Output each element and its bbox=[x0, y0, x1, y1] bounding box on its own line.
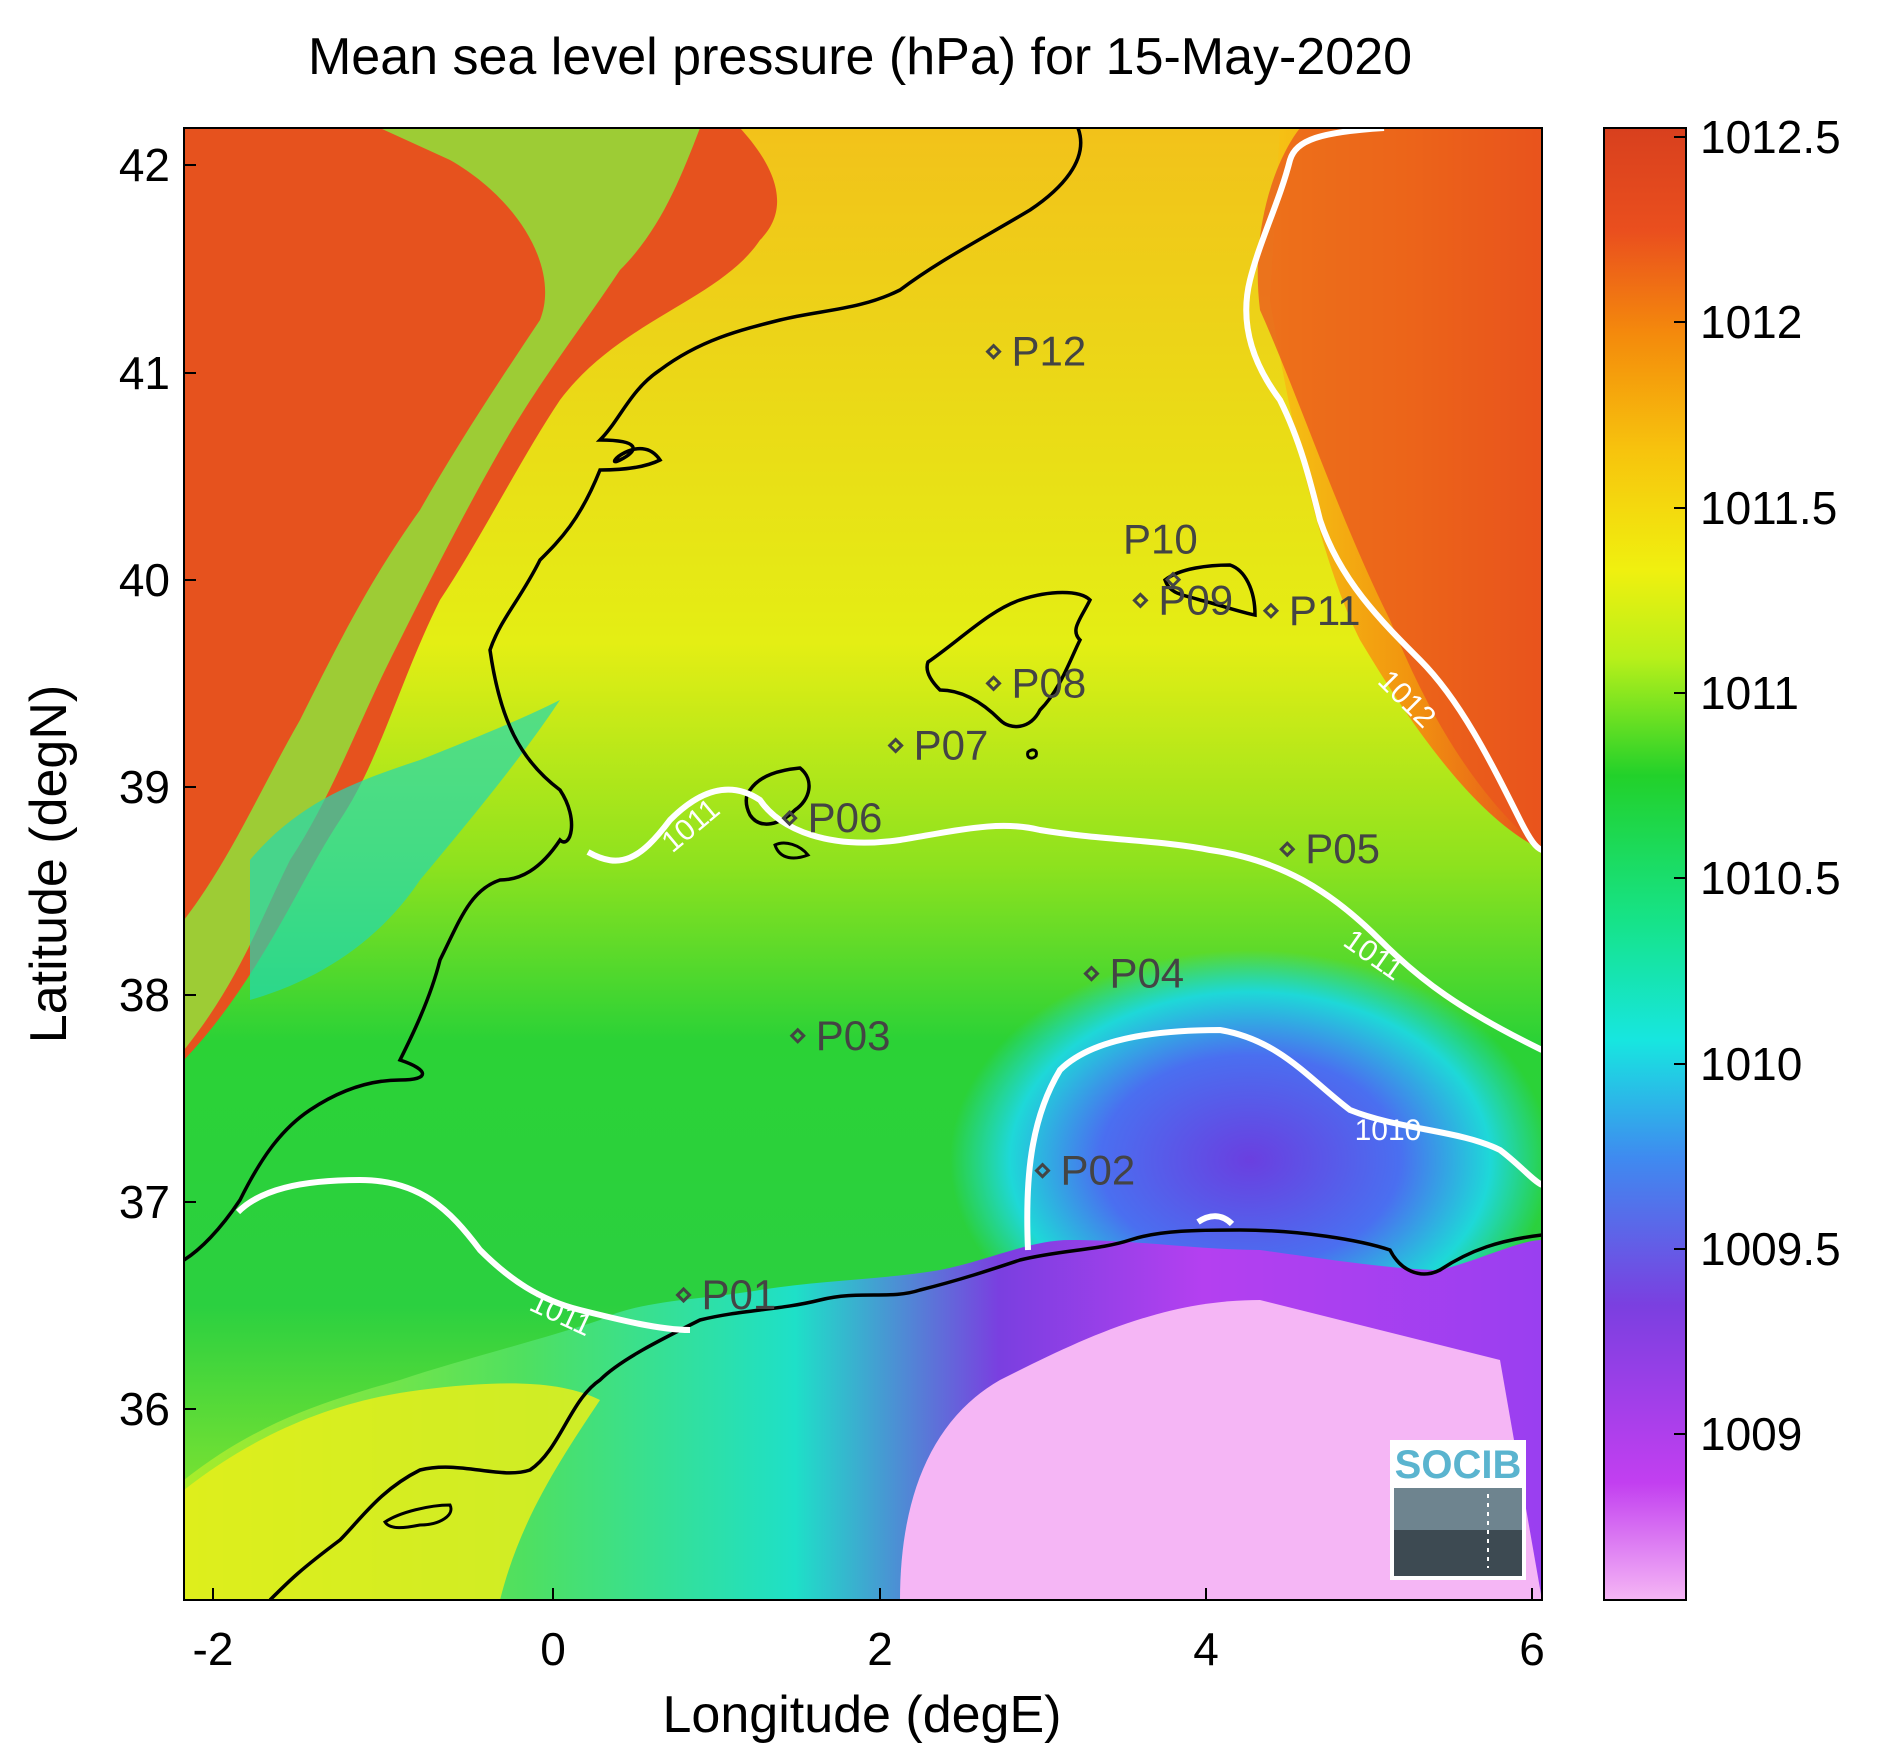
africa-west-yellow bbox=[184, 1383, 600, 1600]
contour-1011-south bbox=[235, 1176, 691, 1333]
colorbar-tick-label: 1010.5 bbox=[1700, 852, 1841, 904]
africa-coastline bbox=[268, 1228, 1542, 1600]
station-marker-p06 bbox=[781, 809, 798, 827]
x-axis-label: Longitude (degE) bbox=[663, 1686, 1062, 1744]
station-label-p04: P04 bbox=[1109, 950, 1184, 997]
mallorca-coastline bbox=[925, 590, 1093, 729]
iberia-coastline bbox=[184, 128, 1083, 1262]
alboran-island bbox=[382, 1503, 453, 1530]
colorbar: 1012.5 1012 1011.5 1011 1010.5 1010 1009… bbox=[1603, 111, 1841, 1601]
colorbar-tick-label: 1009.5 bbox=[1700, 1223, 1841, 1275]
station-marker-p12 bbox=[985, 343, 1002, 360]
station-marker-p01 bbox=[675, 1286, 692, 1304]
colorbar-tick-label: 1011.5 bbox=[1700, 482, 1837, 534]
contour-1010-coast-fragment bbox=[1196, 1213, 1235, 1227]
contour-label-1010: 1010 bbox=[1355, 1114, 1422, 1147]
contour-1012 bbox=[1243, 128, 1542, 853]
station-marker-p03 bbox=[789, 1027, 806, 1044]
colorbar-tick-label: 1012 bbox=[1700, 296, 1802, 348]
socib-logo: SOCIB bbox=[1390, 1440, 1526, 1580]
chart-title: Mean sea level pressure (hPa) for 15-May… bbox=[308, 28, 1412, 86]
africa-pink-core bbox=[900, 1300, 1542, 1600]
cabrera-island bbox=[1026, 748, 1038, 760]
x-tick-label: 2 bbox=[867, 1623, 893, 1675]
colorbar-tick-label: 1011 bbox=[1700, 667, 1799, 719]
y-tick-label: 38 bbox=[119, 969, 170, 1021]
y-tick-label: 37 bbox=[119, 1176, 170, 1228]
station-label-p08: P08 bbox=[1012, 659, 1087, 706]
y-tick-label: 41 bbox=[119, 347, 170, 399]
station-label-p01: P01 bbox=[702, 1271, 777, 1318]
station-marker-p04 bbox=[1083, 965, 1100, 982]
colorbar-tick-label: 1010 bbox=[1700, 1038, 1802, 1090]
colorbar-tick-label: 1012.5 bbox=[1700, 111, 1841, 163]
station-label-p03: P03 bbox=[816, 1012, 891, 1059]
iberia-coastal-cyan bbox=[250, 700, 560, 1000]
y-axis-label: Latitude (degN) bbox=[20, 685, 78, 1043]
ibiza-coastline bbox=[744, 766, 811, 826]
station-label-p12: P12 bbox=[1012, 328, 1087, 375]
station-label-p10: P10 bbox=[1123, 516, 1198, 563]
station-label-p02: P02 bbox=[1061, 1147, 1136, 1194]
y-tick-label: 36 bbox=[119, 1383, 170, 1435]
y-tick-label: 42 bbox=[119, 139, 170, 191]
x-tick-label: 6 bbox=[1519, 1623, 1545, 1675]
x-tick-label: -2 bbox=[193, 1623, 234, 1675]
station-label-p07: P07 bbox=[914, 722, 989, 769]
x-tick-label: 0 bbox=[540, 1623, 566, 1675]
formentera-coastline bbox=[773, 841, 811, 860]
y-tick-label: 40 bbox=[119, 554, 170, 606]
station-marker-p10 bbox=[1164, 571, 1182, 588]
x-tick-label: 4 bbox=[1193, 1623, 1219, 1675]
socib-logo-text: SOCIB bbox=[1395, 1443, 1522, 1487]
y-tick-label: 39 bbox=[119, 761, 170, 813]
station-marker-p09 bbox=[1132, 592, 1149, 609]
station-label-p05: P05 bbox=[1305, 825, 1380, 872]
colorbar-tick-label: 1009 bbox=[1700, 1408, 1802, 1460]
station-marker-p08 bbox=[985, 675, 1002, 692]
colorbar-gradient bbox=[1603, 127, 1687, 1601]
station-label-p06: P06 bbox=[808, 794, 883, 841]
station-marker-p07 bbox=[887, 737, 904, 754]
x-axis bbox=[212, 1588, 1533, 1600]
colorbar-ticks bbox=[1674, 136, 1686, 1435]
y-axis bbox=[184, 164, 196, 1410]
station-marker-p02 bbox=[1034, 1162, 1051, 1179]
station-marker-p05 bbox=[1279, 841, 1296, 858]
menorca-coastline bbox=[1162, 563, 1257, 618]
station-marker-p11 bbox=[1262, 602, 1280, 619]
map-plot-area: 1011 1011 1012 1010 1011 P01P02P03P04P05… bbox=[184, 128, 1542, 1600]
contour-1011-north bbox=[586, 786, 1542, 1053]
plot-frame bbox=[183, 127, 1543, 1601]
station-label-p11: P11 bbox=[1289, 587, 1361, 634]
contour-1010 bbox=[1024, 1026, 1542, 1251]
northeast-orange-core bbox=[1257, 128, 1542, 850]
